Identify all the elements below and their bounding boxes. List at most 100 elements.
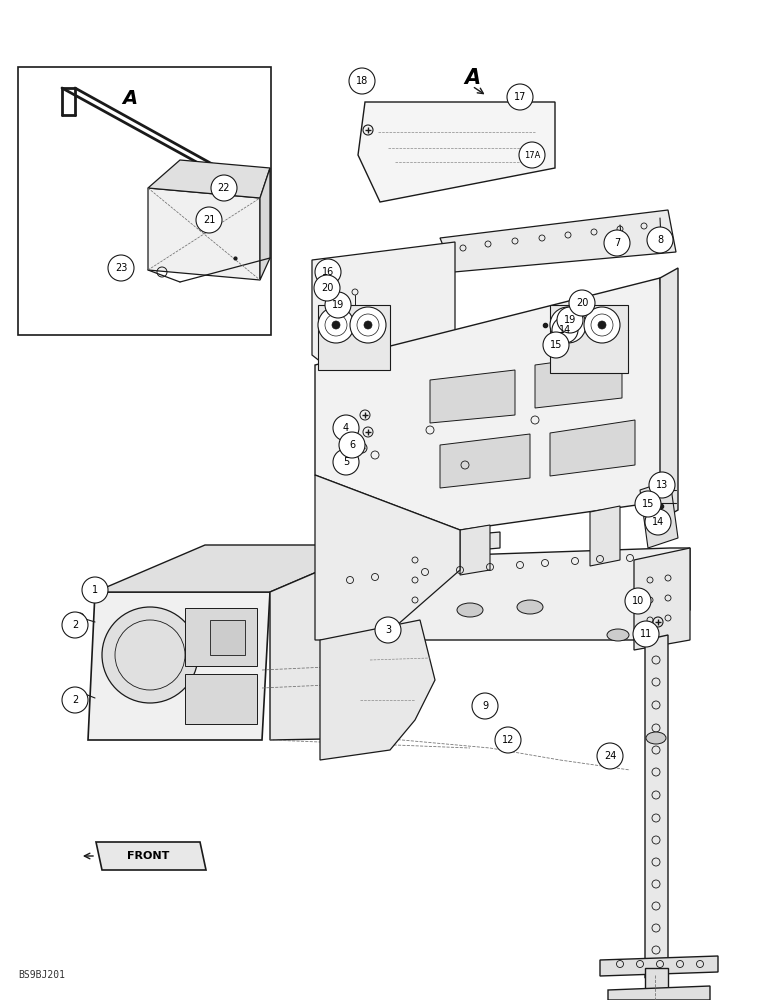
Circle shape xyxy=(635,491,661,517)
Polygon shape xyxy=(590,506,620,566)
Circle shape xyxy=(364,321,372,329)
Circle shape xyxy=(325,292,351,318)
Polygon shape xyxy=(550,420,635,476)
Text: 16: 16 xyxy=(322,267,334,277)
Circle shape xyxy=(332,321,340,329)
Text: 11: 11 xyxy=(640,629,652,639)
Bar xyxy=(318,305,390,370)
Text: 18: 18 xyxy=(356,76,368,86)
Polygon shape xyxy=(148,160,270,198)
Circle shape xyxy=(507,84,533,110)
Circle shape xyxy=(649,472,675,498)
Text: 2: 2 xyxy=(72,695,78,705)
Circle shape xyxy=(633,621,659,647)
Text: 10: 10 xyxy=(631,596,644,606)
Text: 9: 9 xyxy=(482,701,488,711)
Polygon shape xyxy=(535,353,622,408)
Text: FRONT: FRONT xyxy=(127,851,169,861)
Text: 14: 14 xyxy=(559,325,571,335)
Polygon shape xyxy=(608,986,710,1000)
Circle shape xyxy=(62,612,88,638)
Polygon shape xyxy=(634,548,690,650)
Circle shape xyxy=(62,687,88,713)
Text: 15: 15 xyxy=(642,499,654,509)
Text: 8: 8 xyxy=(657,235,663,245)
Circle shape xyxy=(584,307,620,343)
Text: 23: 23 xyxy=(115,263,127,273)
Circle shape xyxy=(333,415,359,441)
Text: 12: 12 xyxy=(502,735,514,745)
Circle shape xyxy=(211,175,237,201)
Polygon shape xyxy=(660,268,678,520)
Circle shape xyxy=(564,321,572,329)
Polygon shape xyxy=(88,592,270,740)
Circle shape xyxy=(375,617,401,643)
Polygon shape xyxy=(148,188,260,280)
Polygon shape xyxy=(358,102,555,202)
Polygon shape xyxy=(270,545,380,740)
Circle shape xyxy=(519,142,545,168)
Circle shape xyxy=(318,307,354,343)
Polygon shape xyxy=(645,635,668,978)
Circle shape xyxy=(108,255,134,281)
Ellipse shape xyxy=(607,629,629,641)
Polygon shape xyxy=(320,620,435,760)
Polygon shape xyxy=(408,536,425,624)
Ellipse shape xyxy=(517,600,543,614)
Polygon shape xyxy=(315,475,460,640)
Polygon shape xyxy=(408,532,500,556)
Text: 19: 19 xyxy=(332,300,344,310)
Polygon shape xyxy=(95,545,380,592)
Ellipse shape xyxy=(646,732,666,744)
Text: 20: 20 xyxy=(576,298,588,308)
Polygon shape xyxy=(460,525,490,575)
Circle shape xyxy=(597,743,623,769)
Text: A: A xyxy=(123,89,137,107)
Text: 2: 2 xyxy=(72,620,78,630)
Polygon shape xyxy=(600,956,718,976)
Circle shape xyxy=(598,321,606,329)
Text: 19: 19 xyxy=(564,315,576,325)
Circle shape xyxy=(495,727,521,753)
Text: 17A: 17A xyxy=(524,150,540,159)
Circle shape xyxy=(339,432,365,458)
Circle shape xyxy=(569,290,595,316)
Circle shape xyxy=(350,307,386,343)
Polygon shape xyxy=(312,242,455,420)
Circle shape xyxy=(82,577,108,603)
Polygon shape xyxy=(320,548,690,640)
Bar xyxy=(185,674,257,724)
Text: 3: 3 xyxy=(385,625,391,635)
Text: 17: 17 xyxy=(514,92,527,102)
Ellipse shape xyxy=(457,603,483,617)
Bar xyxy=(210,620,245,655)
Text: 5: 5 xyxy=(343,457,349,467)
Text: 21: 21 xyxy=(203,215,215,225)
Circle shape xyxy=(625,588,651,614)
Circle shape xyxy=(315,259,341,285)
Polygon shape xyxy=(440,434,530,488)
Text: A: A xyxy=(464,68,480,88)
Text: 13: 13 xyxy=(656,480,668,490)
Bar xyxy=(550,305,628,373)
Circle shape xyxy=(604,230,630,256)
Circle shape xyxy=(349,68,375,94)
Circle shape xyxy=(314,275,340,301)
Circle shape xyxy=(333,449,359,475)
Circle shape xyxy=(472,693,498,719)
Polygon shape xyxy=(96,842,206,870)
Circle shape xyxy=(552,317,578,343)
Circle shape xyxy=(543,332,569,358)
Text: 22: 22 xyxy=(218,183,230,193)
Circle shape xyxy=(196,207,222,233)
Polygon shape xyxy=(645,968,668,998)
Text: 6: 6 xyxy=(349,440,355,450)
Polygon shape xyxy=(430,370,515,423)
Text: 14: 14 xyxy=(652,517,664,527)
Text: 20: 20 xyxy=(321,283,334,293)
Circle shape xyxy=(647,227,673,253)
Bar xyxy=(185,608,257,666)
Text: 4: 4 xyxy=(343,423,349,433)
Circle shape xyxy=(557,307,583,333)
Polygon shape xyxy=(640,480,678,548)
